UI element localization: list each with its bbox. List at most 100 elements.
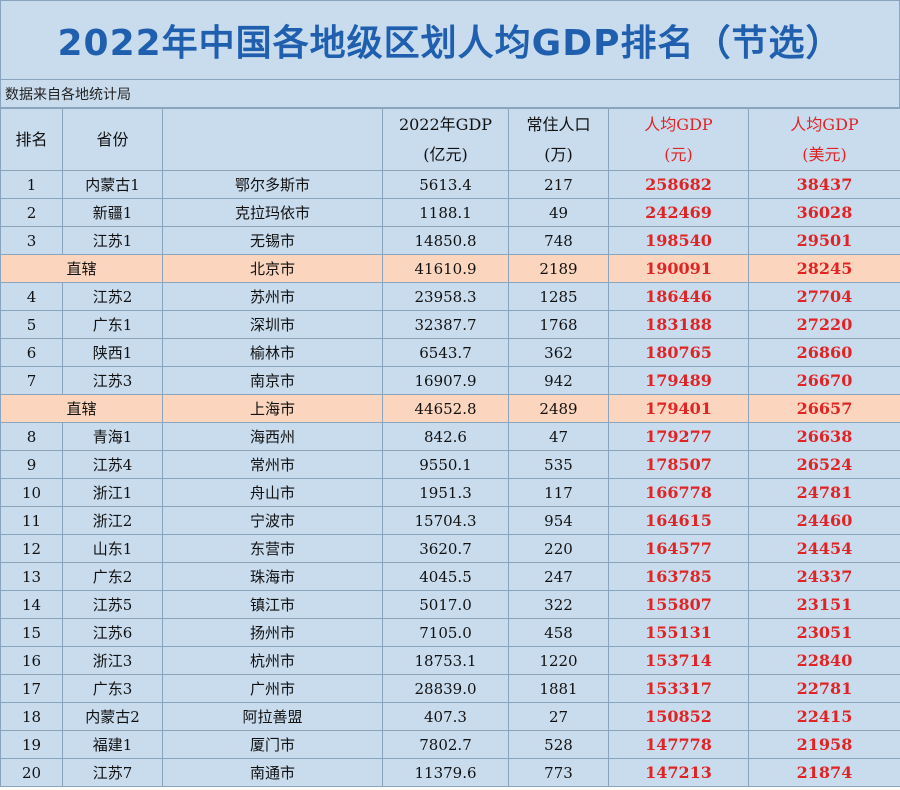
cell-population: 220 (508, 534, 609, 563)
cell-province: 青海1 (62, 422, 163, 451)
cell-per-capita-usd: 22840 (748, 646, 900, 675)
cell-per-capita-usd: 22781 (748, 674, 900, 703)
cell-city: 珠海市 (162, 562, 383, 591)
cell-population: 2489 (508, 394, 609, 423)
cell-gdp: 16907.9 (382, 366, 509, 395)
cell-per-capita-yuan: 179489 (608, 366, 749, 395)
table-row: 7 江苏3 南京市 16907.9 942 179489 26670 (0, 366, 900, 395)
cell-population: 773 (508, 758, 609, 787)
cell-per-capita-usd: 24337 (748, 562, 900, 591)
cell-rank: 18 (0, 702, 63, 731)
cell-city: 鄂尔多斯市 (162, 170, 383, 199)
source-note: 数据来自各地统计局 (0, 80, 900, 108)
cell-city: 上海市 (162, 394, 383, 423)
cell-population: 1285 (508, 282, 609, 311)
table-row: 16 浙江3 杭州市 18753.1 1220 153714 22840 (0, 646, 900, 675)
cell-province: 江苏2 (62, 282, 163, 311)
cell-per-capita-usd: 23151 (748, 590, 900, 619)
header-per-capita-usd-unit: (美元) (802, 144, 847, 164)
cell-rank: 12 (0, 534, 63, 563)
cell-population: 117 (508, 478, 609, 507)
cell-rank: 20 (0, 758, 63, 787)
cell-per-capita-usd: 26670 (748, 366, 900, 395)
cell-city: 厦门市 (162, 730, 383, 759)
cell-per-capita-yuan: 258682 (608, 170, 749, 199)
cell-per-capita-usd: 26524 (748, 450, 900, 479)
cell-city: 南京市 (162, 366, 383, 395)
title-bar: 2022年中国各地级区划人均GDP排名（节选） (0, 0, 900, 80)
cell-rank: 2 (0, 198, 63, 227)
table-row: 20 江苏7 南通市 11379.6 773 147213 21874 (0, 758, 900, 787)
cell-province: 广东1 (62, 310, 163, 339)
header-gdp-title: 2022年GDP (398, 114, 493, 134)
cell-province: 江苏5 (62, 590, 163, 619)
cell-rank: 17 (0, 674, 63, 703)
cell-gdp: 14850.8 (382, 226, 509, 255)
cell-per-capita-usd: 22415 (748, 702, 900, 731)
table-row: 19 福建1 厦门市 7802.7 528 147778 21958 (0, 730, 900, 759)
header-gdp-unit: (亿元) (423, 144, 468, 164)
cell-per-capita-yuan: 198540 (608, 226, 749, 255)
cell-gdp: 842.6 (382, 422, 509, 451)
cell-per-capita-yuan: 179401 (608, 394, 749, 423)
cell-city: 镇江市 (162, 590, 383, 619)
cell-city: 苏州市 (162, 282, 383, 311)
cell-per-capita-yuan: 155131 (608, 618, 749, 647)
cell-rank: 8 (0, 422, 63, 451)
cell-province: 江苏4 (62, 450, 163, 479)
cell-per-capita-usd: 24460 (748, 506, 900, 535)
header-population: 常住人口 (万) (508, 108, 609, 171)
cell-population: 27 (508, 702, 609, 731)
cell-per-capita-usd: 26638 (748, 422, 900, 451)
table-row: 10 浙江1 舟山市 1951.3 117 166778 24781 (0, 478, 900, 507)
cell-population: 748 (508, 226, 609, 255)
cell-city: 宁波市 (162, 506, 383, 535)
cell-province: 广东3 (62, 674, 163, 703)
header-population-title: 常住人口 (526, 114, 591, 134)
cell-per-capita-yuan: 180765 (608, 338, 749, 367)
cell-province: 内蒙古2 (62, 702, 163, 731)
cell-municipality-label: 直辖 (0, 394, 163, 423)
cell-per-capita-usd: 26657 (748, 394, 900, 423)
header-per-capita-yuan-title: 人均GDP (644, 114, 713, 134)
cell-population: 1768 (508, 310, 609, 339)
cell-city: 无锡市 (162, 226, 383, 255)
cell-per-capita-yuan: 164615 (608, 506, 749, 535)
cell-province: 福建1 (62, 730, 163, 759)
header-per-capita-usd-title: 人均GDP (790, 114, 859, 134)
cell-rank: 13 (0, 562, 63, 591)
cell-rank: 6 (0, 338, 63, 367)
cell-population: 954 (508, 506, 609, 535)
cell-city: 南通市 (162, 758, 383, 787)
cell-per-capita-yuan: 164577 (608, 534, 749, 563)
cell-gdp: 3620.7 (382, 534, 509, 563)
cell-per-capita-yuan: 186446 (608, 282, 749, 311)
header-per-capita-yuan-unit: (元) (664, 144, 693, 164)
cell-gdp: 4045.5 (382, 562, 509, 591)
cell-per-capita-yuan: 153317 (608, 674, 749, 703)
table-row: 15 江苏6 扬州市 7105.0 458 155131 23051 (0, 618, 900, 647)
cell-population: 528 (508, 730, 609, 759)
cell-population: 942 (508, 366, 609, 395)
header-population-unit: (万) (544, 144, 573, 164)
cell-rank: 11 (0, 506, 63, 535)
gdp-ranking-table: 排名 省份 2022年GDP (亿元) 常住人口 (万) 人均GDP (元) 人… (0, 108, 900, 787)
cell-rank: 5 (0, 310, 63, 339)
cell-population: 49 (508, 198, 609, 227)
cell-per-capita-yuan: 147778 (608, 730, 749, 759)
cell-population: 458 (508, 618, 609, 647)
table-row: 2 新疆1 克拉玛依市 1188.1 49 242469 36028 (0, 198, 900, 227)
cell-city: 深圳市 (162, 310, 383, 339)
cell-city: 东营市 (162, 534, 383, 563)
source-text: 数据来自各地统计局 (5, 86, 131, 103)
cell-rank: 7 (0, 366, 63, 395)
cell-gdp: 32387.7 (382, 310, 509, 339)
cell-per-capita-usd: 21874 (748, 758, 900, 787)
cell-per-capita-usd: 21958 (748, 730, 900, 759)
cell-per-capita-usd: 27704 (748, 282, 900, 311)
table-row: 8 青海1 海西州 842.6 47 179277 26638 (0, 422, 900, 451)
cell-city: 常州市 (162, 450, 383, 479)
cell-province: 浙江1 (62, 478, 163, 507)
cell-gdp: 28839.0 (382, 674, 509, 703)
cell-gdp: 1951.3 (382, 478, 509, 507)
